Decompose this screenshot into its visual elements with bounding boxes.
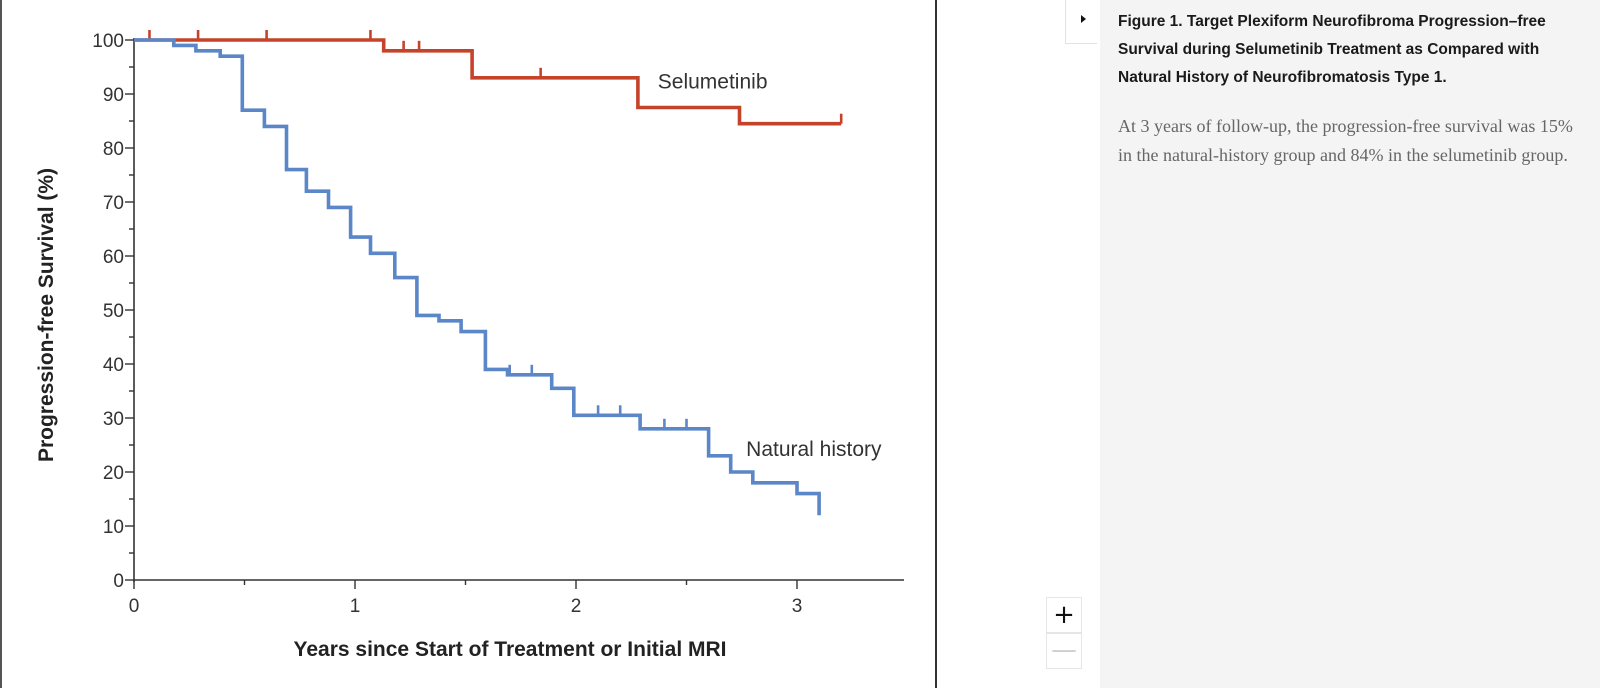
series-annotation: Natural history	[746, 438, 882, 461]
figure-panel: 0 10 20 30 40 50 60 70 80 90 100 0 1 2 3 Years since St…	[0, 0, 937, 688]
caption-title: Figure 1. Target Plexiform Neurofibroma …	[1118, 13, 1546, 86]
x-tick-label: 3	[792, 596, 803, 617]
y-axis-title: Progression-free Survival (%)	[35, 168, 58, 462]
x-tick-label: 1	[350, 596, 361, 617]
y-tick-label: 0	[113, 571, 124, 592]
y-tick-label: 70	[103, 193, 124, 214]
y-tick-label: 100	[92, 31, 124, 52]
series-line-natural-history	[134, 38, 821, 516]
x-tick-label: 2	[571, 596, 582, 617]
zoom-out-button[interactable]: —	[1046, 633, 1082, 669]
y-tick-label: 50	[103, 301, 124, 322]
y-tick-label: 20	[103, 463, 124, 484]
y-tick-label: 60	[103, 247, 124, 268]
triangle-right-icon	[1081, 15, 1086, 23]
y-tick-label: 40	[103, 355, 124, 376]
figure-left-edge	[0, 0, 2, 688]
figure-gutter	[937, 0, 1100, 688]
figure-border	[935, 0, 937, 688]
collapse-caption-button[interactable]	[1065, 0, 1097, 44]
survival-chart: 0 10 20 30 40 50 60 70 80 90 100 0 1 2 3 Years since St…	[35, 30, 904, 661]
y-tick-label: 30	[103, 409, 124, 430]
caption-body: At 3 years of follow-up, the progression…	[1118, 116, 1573, 165]
y-tick-label: 80	[103, 139, 124, 160]
x-tick-label: 0	[129, 596, 140, 617]
series-line-selumetinib	[134, 38, 842, 126]
y-tick-label: 90	[103, 85, 124, 106]
zoom-in-button[interactable]: +	[1046, 597, 1082, 633]
y-tick-label: 10	[103, 517, 124, 538]
series-annotation: Selumetinib	[658, 71, 768, 94]
x-axis-title: Years since Start of Treatment or Initia…	[294, 638, 727, 661]
caption-panel: Figure 1. Target Plexiform Neurofibroma …	[1100, 0, 1600, 688]
